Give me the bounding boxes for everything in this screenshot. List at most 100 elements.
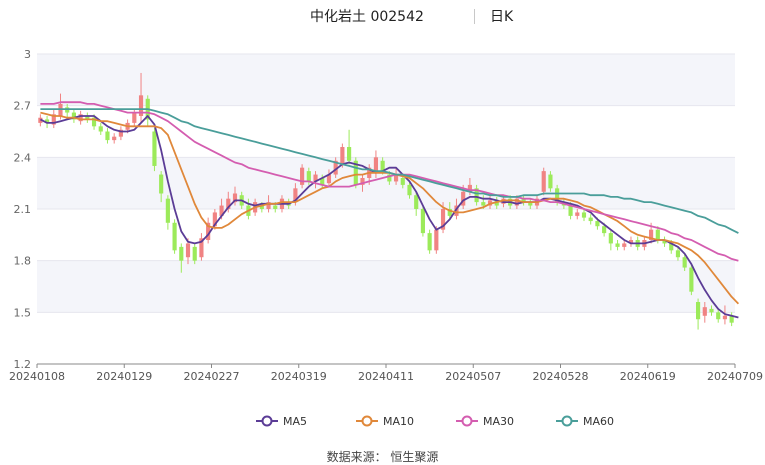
candle-body <box>333 160 338 175</box>
candle <box>300 164 305 189</box>
candle <box>333 157 338 178</box>
candle-body <box>138 95 144 116</box>
candle-body <box>78 114 83 122</box>
candle-body <box>320 178 325 185</box>
candle <box>588 214 593 225</box>
candle <box>628 236 634 247</box>
candle-body <box>91 117 97 127</box>
candle-body <box>132 112 137 123</box>
candle <box>702 302 707 323</box>
candle-body <box>232 193 238 203</box>
candle-body <box>206 222 211 240</box>
legend-label: MA30 <box>483 415 514 428</box>
legend-label: MA5 <box>283 415 307 428</box>
candle <box>427 229 432 254</box>
grid-bands <box>37 54 735 313</box>
candle-body <box>729 315 734 323</box>
candle <box>414 191 419 216</box>
candle <box>696 298 701 330</box>
y-tick-label: 1.2 <box>14 358 32 371</box>
candle <box>434 226 439 254</box>
candle <box>716 308 721 323</box>
period-label[interactable]: 日K <box>490 9 514 25</box>
legend-item-ma30[interactable]: MA30 <box>456 415 514 428</box>
candle-body <box>112 136 117 141</box>
candle-body <box>461 191 466 206</box>
candle-body <box>159 174 164 194</box>
candle-body <box>387 174 392 182</box>
candle-body <box>615 243 620 247</box>
candle <box>541 167 546 196</box>
y-axis-ticks: 3 2.7 2.4 2.1 1.8 1.5 1.2 <box>14 48 32 371</box>
candle-body <box>380 160 385 172</box>
candle-body <box>414 195 419 209</box>
candle-body <box>440 209 446 230</box>
candle-body <box>353 160 358 185</box>
candle-body <box>172 222 177 251</box>
candle <box>393 167 399 185</box>
candle-body <box>662 240 667 244</box>
ma5-line <box>39 115 739 319</box>
candle-body <box>105 131 110 141</box>
candle <box>675 246 681 261</box>
candle-body <box>575 212 580 216</box>
candle-body <box>118 129 123 137</box>
candle-body <box>474 188 479 203</box>
candle-body <box>548 174 553 189</box>
candle-body <box>568 205 573 216</box>
stock-name-code: 中化岩土 002542 <box>310 9 424 25</box>
candle-body <box>608 233 613 244</box>
candle <box>192 243 197 265</box>
candle <box>709 305 714 316</box>
candle <box>682 253 687 271</box>
candle <box>51 109 56 129</box>
candle <box>71 109 76 123</box>
candle-body <box>266 202 271 209</box>
candle-body <box>454 205 459 216</box>
candle-body <box>555 188 560 203</box>
candle <box>159 171 164 203</box>
candle-body <box>306 171 311 182</box>
candle <box>118 126 123 141</box>
candle-body <box>628 240 634 244</box>
candle <box>138 72 144 123</box>
x-tick-label: 20240709 <box>707 370 763 383</box>
legend-label: MA60 <box>583 415 614 428</box>
candle <box>581 209 587 222</box>
candle <box>152 128 157 172</box>
chart-header: 中化岩土 002542 日K <box>0 0 765 34</box>
candle <box>407 181 412 199</box>
candle <box>521 195 526 206</box>
candle-body <box>71 112 76 120</box>
legend: MA5 MA10 MA30 MA60 <box>256 415 614 428</box>
candle <box>232 186 238 206</box>
candle-body <box>447 209 452 216</box>
legend-item-ma10[interactable]: MA10 <box>356 415 414 428</box>
candle-body <box>420 209 425 234</box>
candle <box>353 157 358 189</box>
candle <box>85 112 90 123</box>
grid-band <box>37 157 735 209</box>
candle <box>729 312 734 327</box>
legend-marker <box>261 415 273 427</box>
candle-body <box>259 205 264 209</box>
candle-body <box>689 267 694 292</box>
x-tick-label: 20240319 <box>271 370 327 383</box>
candle <box>313 171 318 189</box>
candle-body <box>165 198 170 223</box>
candle-body <box>152 131 157 166</box>
candle <box>98 122 103 135</box>
legend-item-ma60[interactable]: MA60 <box>556 415 614 428</box>
candle-body <box>595 221 600 227</box>
candle-body <box>273 205 278 209</box>
y-tick-label: 2.7 <box>14 100 32 113</box>
legend-item-ma5[interactable]: MA5 <box>256 415 307 428</box>
y-tick-label: 2.1 <box>14 203 32 216</box>
candle <box>199 233 204 261</box>
candle-body <box>467 184 472 192</box>
candle <box>326 169 332 187</box>
candle <box>172 219 177 254</box>
ma30-line <box>40 101 739 262</box>
candle-body <box>373 157 379 172</box>
